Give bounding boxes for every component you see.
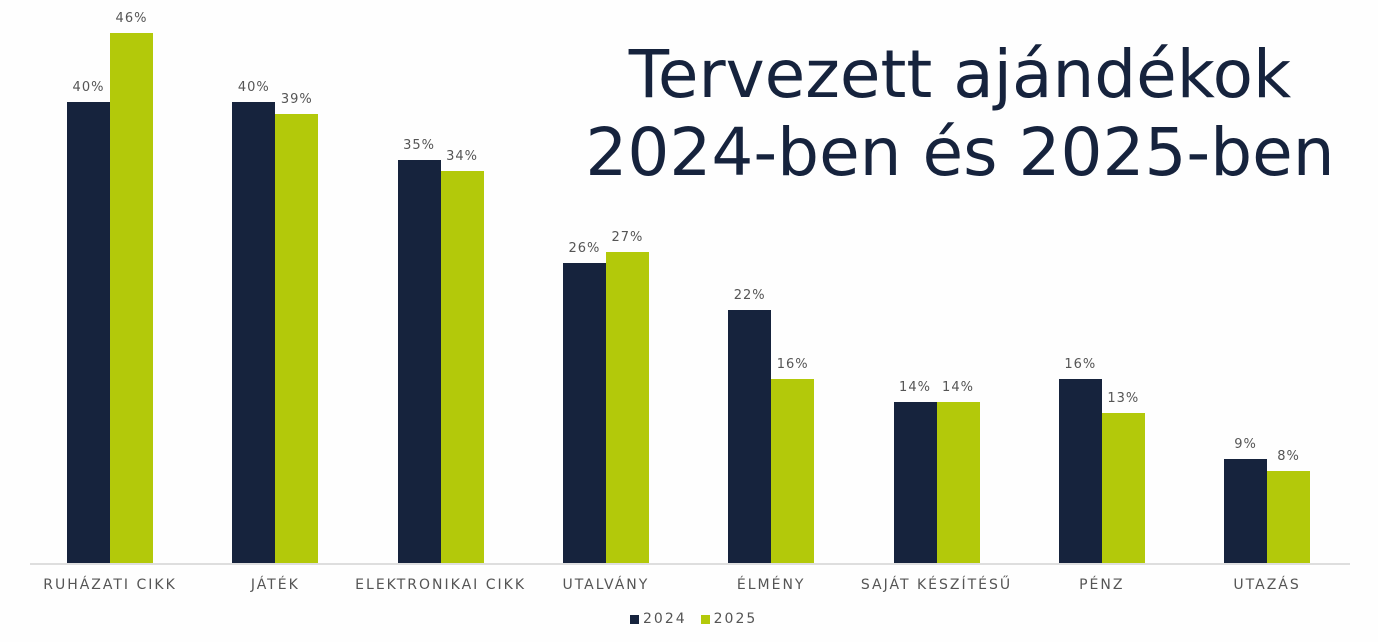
data-label: 8%: [1277, 448, 1300, 464]
x-tick-label: UTAZÁS: [1233, 577, 1301, 593]
x-tick-label: RUHÁZATI CIKK: [43, 577, 177, 593]
x-axis-line: [30, 563, 1350, 565]
x-tick-label: UTALVÁNY: [562, 577, 650, 593]
data-label: 27%: [611, 229, 644, 245]
bar-2024: [397, 159, 441, 563]
data-label: 16%: [1064, 356, 1097, 372]
legend: 2024 2025: [630, 611, 757, 627]
bar-2024: [1224, 459, 1268, 563]
data-label: 13%: [1107, 391, 1140, 407]
x-tick-label: PÉNZ: [1079, 577, 1125, 593]
data-label: 14%: [942, 379, 974, 395]
bar-2025: [275, 113, 319, 563]
data-label: 26%: [568, 241, 601, 257]
bar-2025: [1101, 413, 1145, 563]
legend-label-2025: 2025: [713, 611, 758, 627]
bar-2024: [728, 309, 772, 563]
chart-title: Tervezett ajándékok 2024-ben és 2025-ben: [560, 36, 1360, 192]
data-label: 46%: [115, 11, 148, 27]
bar-2025: [771, 378, 815, 563]
bar-2024: [562, 263, 606, 563]
bar-2024: [893, 401, 937, 563]
bar-2025: [110, 33, 153, 563]
x-tick-label: SAJÁT KÉSZÍTÉSŰ: [860, 577, 1013, 593]
bar-2024: [1058, 378, 1102, 563]
chart-title-line-1: Tervezett ajándékok: [628, 36, 1292, 113]
data-label: 40%: [237, 80, 270, 96]
data-label: 35%: [403, 137, 436, 153]
data-label: 34%: [446, 149, 479, 165]
data-label: 9%: [1234, 437, 1257, 453]
x-tick-label: ÉLMÉNY: [736, 577, 806, 593]
bar-2025: [440, 171, 484, 563]
legend-label-2024: 2024: [643, 611, 687, 627]
x-tick-label: ELEKTRONIKAI CIKK: [355, 577, 527, 593]
legend-item-2025: 2025: [700, 611, 758, 627]
data-label: 40%: [72, 80, 105, 96]
x-tick-label: JÁTÉK: [250, 577, 300, 593]
bar-2024: [232, 102, 276, 563]
bar-2025: [1267, 470, 1311, 563]
data-label: 16%: [776, 356, 809, 372]
data-label: 14%: [899, 379, 931, 395]
data-label: 22%: [733, 287, 766, 303]
bar-2025: [936, 401, 980, 563]
legend-swatch-2024: [630, 614, 639, 624]
bar-2024: [67, 102, 110, 563]
legend-item-2024: 2024: [630, 611, 687, 627]
data-label: 39%: [280, 91, 313, 107]
chart-title-line-2: 2024-ben és 2025-ben: [585, 114, 1335, 191]
bar-2025: [605, 251, 649, 563]
legend-swatch-2025: [700, 614, 710, 624]
